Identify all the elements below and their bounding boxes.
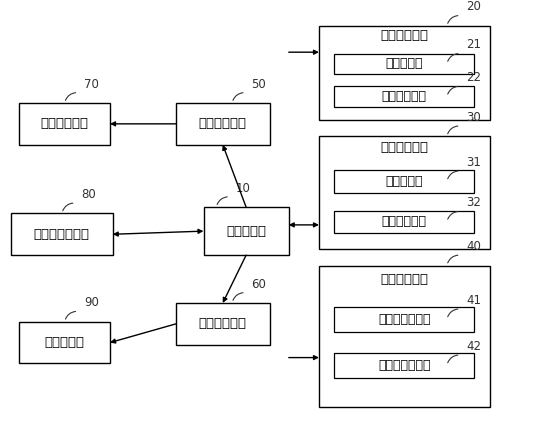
Bar [334,211,474,233]
Text: 人造光源模块: 人造光源模块 [41,117,89,131]
Text: 80: 80 [81,188,96,201]
Text: 90: 90 [84,296,99,309]
Text: 42: 42 [466,340,481,353]
Bar [334,307,474,332]
Bar [334,54,474,74]
Bar [334,86,474,107]
Bar [204,207,289,255]
Text: 70: 70 [84,77,99,90]
Text: 二氧化碳传感器: 二氧化碳传感器 [34,228,90,241]
Text: 施肥控制单元: 施肥控制单元 [199,317,247,330]
Bar [19,322,110,363]
Text: 土壤湿度传感器: 土壤湿度传感器 [378,359,431,372]
Text: 温度控制单元: 温度控制单元 [380,141,428,154]
Bar [319,137,490,249]
Text: 后台服务器: 后台服务器 [45,336,85,349]
Text: 41: 41 [466,294,481,307]
Text: 60: 60 [251,277,266,291]
Bar [11,214,113,255]
Text: 50: 50 [251,77,266,90]
Text: 22: 22 [466,71,481,84]
Text: 10: 10 [235,181,250,195]
Bar [334,353,474,378]
Bar [319,26,490,120]
Text: 21: 21 [466,39,481,51]
Text: 30: 30 [466,111,481,124]
Bar [19,103,110,145]
Text: 氧气供应模块: 氧气供应模块 [382,90,427,103]
Text: 中央处理器: 中央处理器 [226,225,266,238]
Text: 湿度控制单元: 湿度控制单元 [380,273,428,286]
Bar [176,303,270,345]
Text: 洒水控制单元: 洒水控制单元 [199,117,247,131]
Text: 20: 20 [466,0,481,13]
Text: 40: 40 [466,240,481,253]
Text: 31: 31 [466,156,481,169]
Bar [176,103,270,145]
Text: 温度传感器: 温度传感器 [386,175,423,188]
Bar [334,170,474,193]
Text: 温度调节模块: 温度调节模块 [382,215,427,229]
Text: 氧气传感器: 氧气传感器 [386,57,423,70]
Bar [319,265,490,407]
Text: 32: 32 [466,196,481,209]
Text: 氧气控制单元: 氧气控制单元 [380,29,428,42]
Text: 空气湿度传感器: 空气湿度传感器 [378,313,431,326]
